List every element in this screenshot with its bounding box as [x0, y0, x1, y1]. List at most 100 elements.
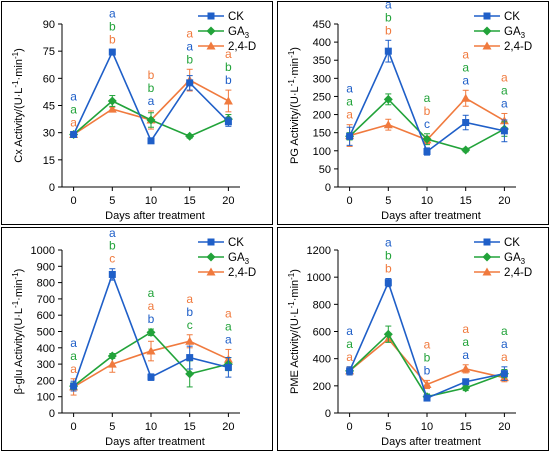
data-point-ck	[108, 48, 116, 56]
legend-marker-24d	[482, 41, 492, 50]
significance-letter-24d: a	[186, 26, 193, 40]
significance-letter-24d: a	[346, 108, 353, 122]
x-tick-label: 20	[222, 421, 234, 433]
significance-letter-ga3: b	[186, 52, 193, 66]
data-point-24d	[107, 359, 117, 368]
significance-letter-24d: b	[385, 262, 392, 276]
data-point-ck	[224, 363, 232, 371]
data-point-24d	[461, 364, 471, 373]
legend-label-24d: 2,4-D	[228, 267, 256, 279]
y-tick-label: 1200	[307, 245, 331, 257]
data-point-24d	[383, 120, 393, 129]
y-tick-label: 0	[49, 408, 55, 420]
data-point-ck	[384, 279, 392, 287]
legend-label-ga3: GA3	[504, 252, 526, 266]
x-tick-label: 10	[421, 421, 433, 433]
y-tick-label: 900	[37, 261, 55, 273]
significance-letter-ck: a	[186, 39, 193, 53]
data-point-ck	[500, 370, 508, 378]
y-axis-label: PME Activity/(U·L-1·min-1)	[287, 269, 301, 394]
significance-letter-ck: a	[462, 348, 469, 362]
significance-letter-24d: a	[70, 116, 77, 130]
significance-letter-24d: a	[462, 322, 469, 336]
significance-letter-24d: b	[385, 23, 392, 37]
y-tick-label: 150	[313, 128, 331, 140]
significance-letter-ck: b	[225, 73, 232, 87]
chart-panel-beta-glu: 0 100 200 300 400 500 600 700 800 900 1000 0 5 10 15 20…	[1, 227, 273, 451]
x-tick-label: 15	[460, 421, 472, 433]
data-point-ck	[346, 132, 354, 140]
y-tick-label: 75	[43, 46, 55, 58]
y-tick-label: 350	[313, 55, 331, 67]
significance-letter-ga3: b	[148, 81, 155, 95]
significance-letter-ga3: c	[187, 318, 193, 332]
x-axis-label: Days after treatment	[381, 210, 481, 222]
x-tick-label: 0	[347, 421, 353, 433]
x-tick-label: 20	[222, 195, 234, 207]
legend-label-ck: CK	[504, 237, 520, 249]
y-tick-label: 15	[43, 155, 55, 167]
legend-label-ck: CK	[504, 11, 520, 23]
legend-label-ck: CK	[228, 237, 244, 249]
chart-svg-pg: 0 50 100 150 200 250 300 350 400 450 0 5 10 15 20 Days …	[287, 2, 532, 222]
legend-label-ga3: GA3	[228, 252, 250, 266]
chart-panel-pme: 0 200 400 600 800 1000 1200 0 5 10 15 20 Days after …	[277, 227, 549, 451]
significance-letter-24d: a	[424, 337, 431, 351]
y-tick-label: 60	[43, 73, 55, 85]
significance-letter-24d: a	[225, 47, 232, 61]
significance-letter-ga3: a	[70, 103, 77, 117]
legend-marker-ck	[207, 12, 215, 20]
y-tick-label: 600	[313, 327, 331, 339]
significance-letter-24d: b	[109, 32, 116, 46]
significance-letter-ck: a	[109, 6, 116, 20]
data-point-ck	[186, 79, 194, 87]
y-tick-label: 200	[313, 381, 331, 393]
data-point-ga3	[383, 329, 393, 339]
y-tick-label: 50	[319, 164, 331, 176]
y-tick-label: 400	[313, 37, 331, 49]
legend-marker-ck	[483, 12, 491, 20]
x-tick-label: 20	[498, 195, 510, 207]
data-point-24d	[107, 104, 117, 113]
x-axis-label: Days after treatment	[381, 436, 481, 448]
significance-letter-24d: a	[225, 306, 232, 320]
significance-letter-ga3: a	[225, 319, 232, 333]
legend-marker-ga3	[482, 252, 492, 262]
significance-letter-ga3: a	[70, 349, 77, 363]
legend-marker-ck	[207, 238, 215, 246]
significance-letter-ga3: a	[462, 335, 469, 349]
data-point-ck	[423, 148, 431, 156]
x-tick-label: 5	[109, 195, 115, 207]
data-point-ck	[500, 127, 508, 135]
data-point-24d	[146, 346, 156, 355]
y-tick-label: 0	[49, 182, 55, 194]
data-point-ga3	[146, 115, 156, 125]
significance-letter-24d: a	[501, 70, 508, 84]
y-tick-label: 800	[313, 299, 331, 311]
chart-panel-cx: 0 15 30 45 60 75 90 0 5 10 15 20 Days after treatmen…	[1, 1, 273, 225]
y-tick-label: 800	[37, 278, 55, 290]
significance-letter-ck: a	[148, 94, 155, 108]
significance-letter-24d: b	[424, 104, 431, 118]
significance-letter-ck: a	[501, 337, 508, 351]
significance-letter-ck: a	[346, 82, 353, 96]
significance-letter-ga3: a	[501, 324, 508, 338]
x-tick-label: 10	[145, 195, 157, 207]
significance-letter-24d: b	[148, 68, 155, 82]
significance-letter-24d: a	[186, 292, 193, 306]
x-tick-label: 15	[184, 421, 196, 433]
data-point-ck	[423, 394, 431, 402]
legend-label-24d: 2,4-D	[504, 267, 532, 279]
y-axis-label: β-glu Activity/(U·L-1·min-1)	[11, 269, 25, 395]
significance-letter-ga3: b	[424, 350, 431, 364]
significance-letter-24d: a	[462, 47, 469, 61]
data-point-ck	[224, 118, 232, 126]
y-tick-label: 400	[37, 343, 55, 355]
data-point-ga3	[107, 351, 117, 361]
significance-letter-24d: a	[346, 350, 353, 364]
significance-letter-ck: a	[385, 2, 392, 11]
y-tick-label: 100	[37, 392, 55, 404]
significance-letter-ga3: a	[424, 91, 431, 105]
legend-marker-ga3	[206, 252, 216, 262]
y-tick-label: 0	[325, 182, 331, 194]
